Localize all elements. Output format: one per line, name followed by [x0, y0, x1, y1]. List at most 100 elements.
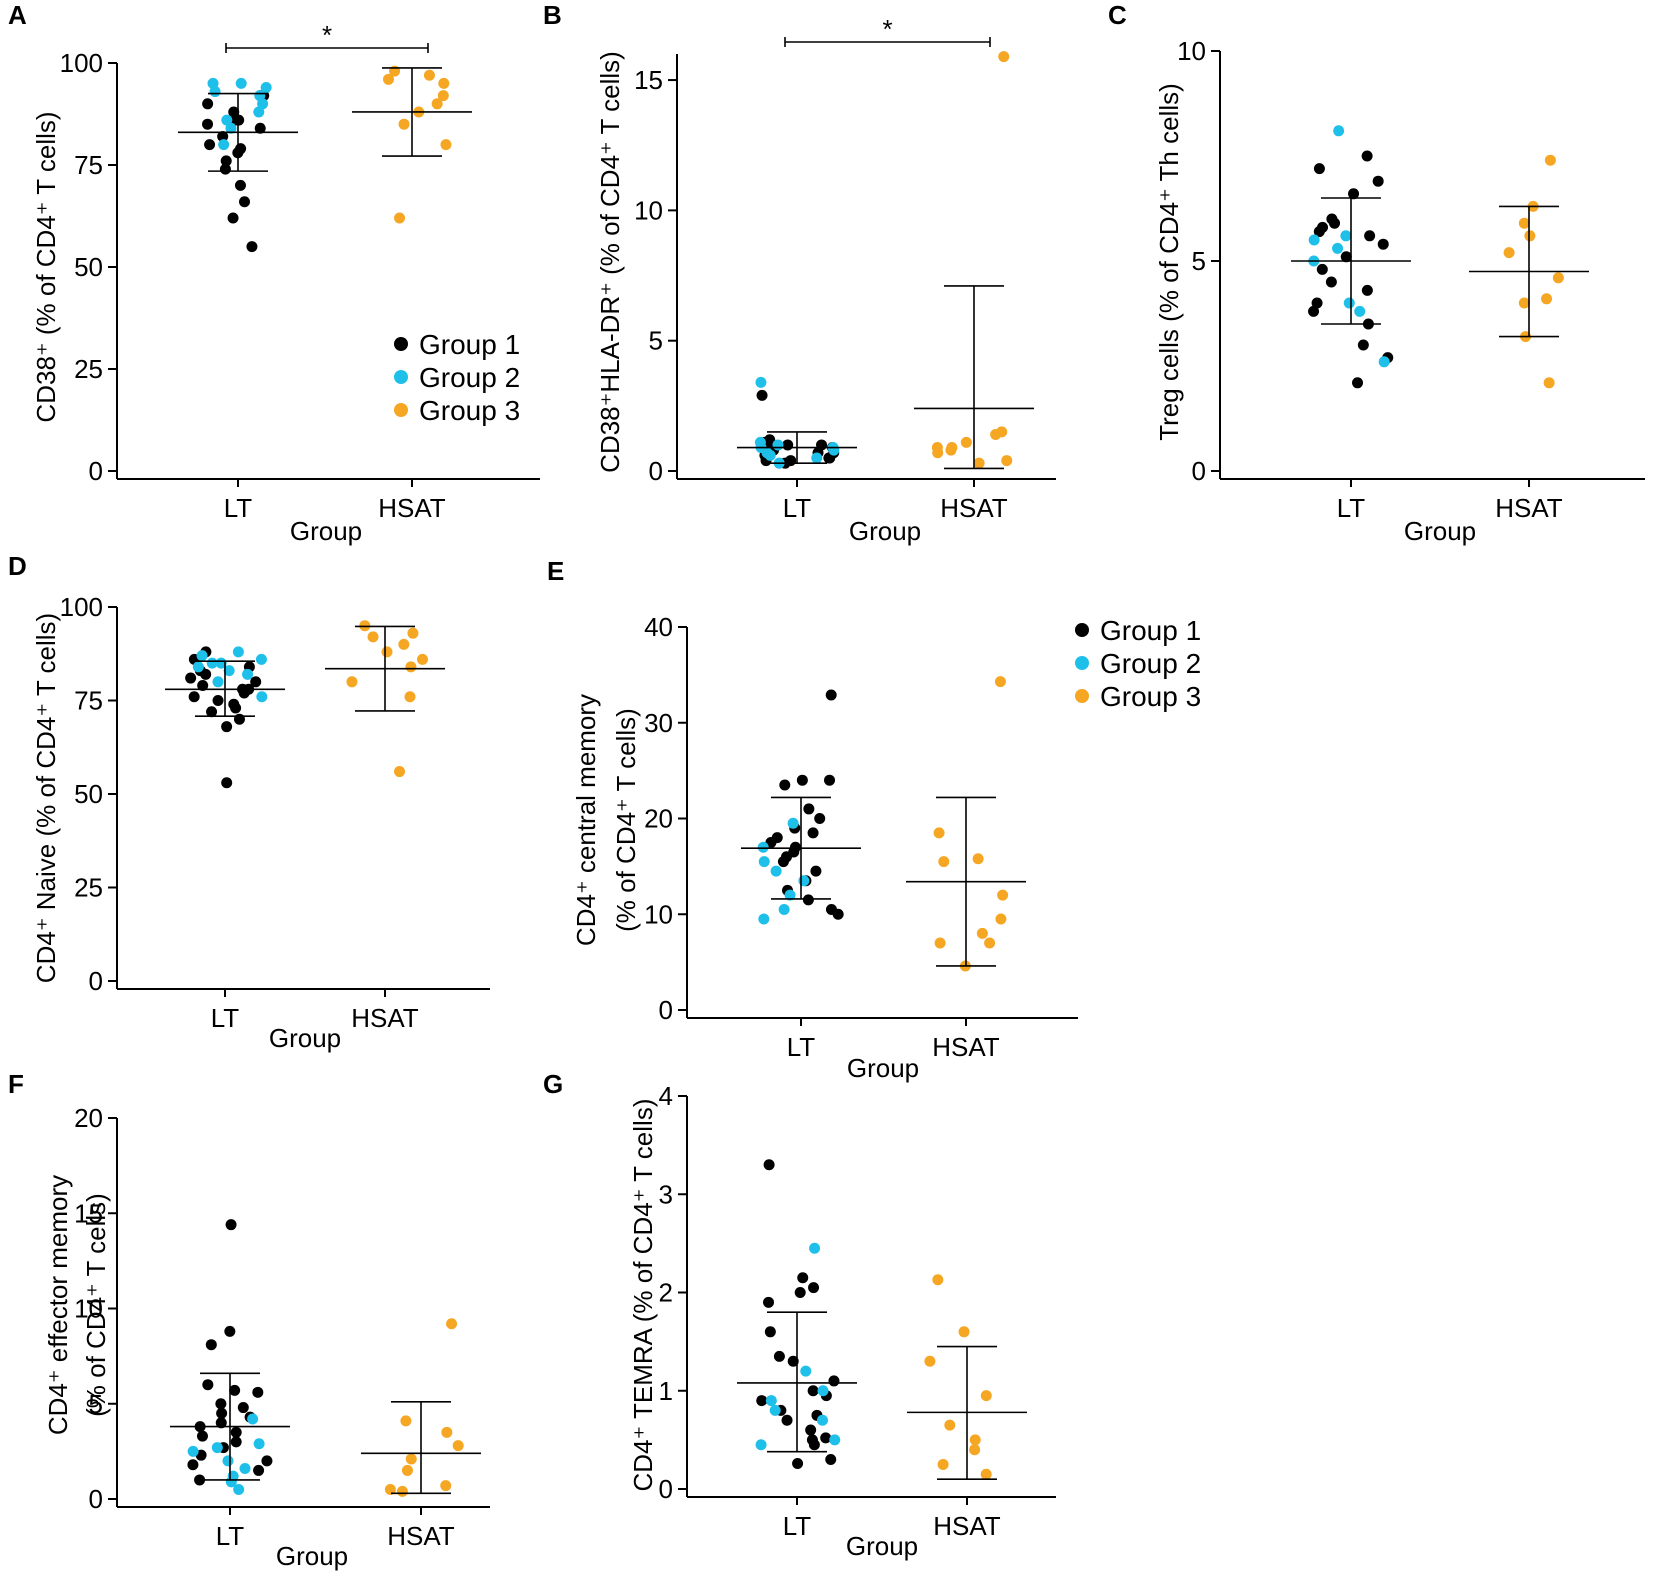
data-point — [233, 713, 245, 725]
data-point — [810, 865, 822, 877]
data-point — [206, 706, 218, 718]
data-point — [802, 894, 814, 906]
data-point — [255, 653, 267, 665]
data-point — [958, 1326, 970, 1338]
y-tick-label: 15 — [74, 1198, 103, 1228]
x-tick-label: HSAT — [940, 493, 1008, 523]
data-point — [973, 457, 985, 469]
data-point — [797, 1272, 809, 1284]
data-point — [222, 1455, 234, 1467]
data-point — [218, 139, 230, 151]
y-tick-label: 50 — [74, 252, 103, 282]
data-point — [777, 856, 789, 868]
y-tick-label: 10 — [1177, 36, 1206, 66]
data-point — [224, 1325, 236, 1337]
data-point — [1361, 284, 1373, 296]
y-tick-label: 40 — [644, 612, 673, 642]
data-point — [932, 1274, 944, 1286]
data-point — [787, 1355, 799, 1367]
panel-letter: C — [1108, 0, 1127, 30]
data-point — [1333, 125, 1345, 137]
legend-marker — [1075, 656, 1089, 670]
data-point — [828, 444, 840, 456]
data-point — [824, 774, 836, 786]
data-point — [794, 1287, 806, 1298]
y-axis-title: Treg cells (% of CD4⁺ Th cells) — [1154, 83, 1184, 441]
data-point — [997, 889, 1009, 901]
data-point — [1313, 226, 1325, 238]
data-point — [1503, 247, 1515, 259]
data-point — [825, 689, 837, 701]
panel-letter: A — [8, 0, 27, 30]
data-point — [194, 1474, 206, 1486]
data-point — [808, 1282, 820, 1294]
x-tick-label: HSAT — [933, 1511, 1001, 1541]
data-point — [446, 1318, 458, 1330]
y-axis-title: CD4⁺ central memory — [571, 694, 601, 946]
data-point — [398, 118, 410, 130]
data-point — [233, 1483, 245, 1495]
data-point — [185, 672, 197, 684]
data-point — [787, 817, 799, 829]
data-point — [976, 927, 988, 939]
x-axis-title: Group — [849, 516, 921, 546]
x-tick-label: HSAT — [378, 493, 446, 523]
data-point — [257, 98, 269, 110]
x-tick-label: HSAT — [387, 1521, 455, 1551]
data-point — [1552, 272, 1564, 284]
y-axis-title: (% of CD4⁺ T cells) — [81, 1193, 111, 1417]
data-point — [187, 1445, 199, 1457]
data-point — [225, 1476, 237, 1488]
data-point — [217, 130, 229, 142]
y-tick-label: 1 — [659, 1376, 673, 1406]
data-point — [416, 653, 428, 665]
x-axis-title: Group — [276, 1541, 348, 1571]
panel-F: F 0 5 10 15 20 LT HSAT Group CD4⁺ effector memory… — [8, 1069, 490, 1571]
data-point — [778, 903, 790, 915]
y-tick-label: 25 — [74, 873, 103, 903]
x-tick-label: LT — [216, 1521, 245, 1551]
data-point — [773, 1350, 785, 1362]
legend-marker — [394, 403, 408, 417]
data-point — [770, 865, 782, 877]
data-point — [232, 646, 244, 658]
data-point — [200, 668, 212, 680]
x-tick-label: HSAT — [1495, 493, 1563, 523]
data-point — [221, 114, 233, 126]
data-point — [763, 1159, 775, 1171]
data-point — [431, 98, 443, 110]
panel-letter: G — [543, 1069, 563, 1099]
panel-C: C 0 5 10 LT HSAT Group Treg cells (% of CD4⁺ Th… — [1108, 0, 1645, 546]
data-point — [811, 452, 823, 464]
data-point — [221, 721, 233, 733]
data-point — [209, 86, 221, 98]
data-point — [758, 913, 770, 925]
data-point — [756, 1395, 768, 1407]
y-tick-label: 0 — [89, 1484, 103, 1514]
data-point — [763, 1296, 775, 1308]
panel-E: E 0 10 20 30 40 LT HSAT Group CD4⁺ central memory… — [547, 556, 1201, 1083]
data-point — [188, 691, 200, 703]
y-axis-title: (% of CD4⁺ T cells) — [611, 708, 641, 932]
data-point — [196, 650, 208, 662]
data-point — [1361, 150, 1373, 162]
data-point — [800, 1365, 812, 1377]
legend-label: Group 1 — [419, 329, 520, 360]
y-axis-title: CD4⁺ effector memory — [43, 1175, 73, 1435]
data-point — [247, 1413, 259, 1425]
data-point — [1377, 238, 1389, 250]
data-point — [1340, 251, 1352, 263]
data-point — [984, 937, 996, 949]
data-point — [221, 777, 233, 789]
data-point — [784, 889, 796, 901]
x-tick-label: LT — [783, 493, 812, 523]
y-tick-label: 0 — [649, 456, 663, 486]
panel-letter: F — [8, 1069, 24, 1099]
data-point — [407, 627, 419, 639]
data-point — [219, 163, 231, 175]
data-point — [253, 1464, 265, 1476]
data-point — [1325, 276, 1337, 288]
data-point — [197, 680, 209, 692]
data-point — [253, 1438, 265, 1450]
